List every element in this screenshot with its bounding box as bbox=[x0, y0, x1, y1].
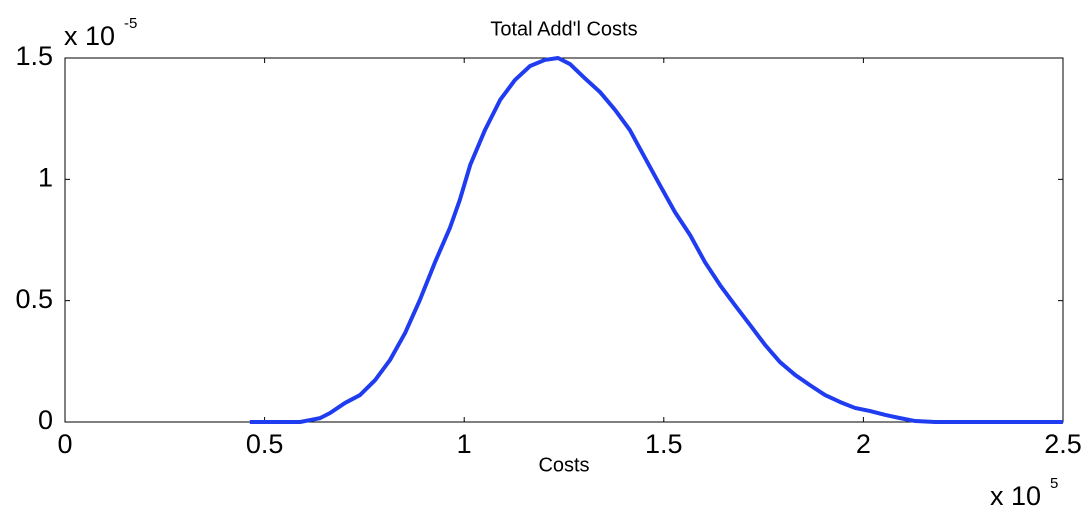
x-tick-label: 0 bbox=[57, 429, 72, 459]
y-tick-label: 1 bbox=[38, 162, 53, 192]
y-multiplier-exponent: -5 bbox=[124, 15, 137, 32]
x-axis-label: Costs bbox=[538, 454, 589, 476]
y-tick-label: 1.5 bbox=[15, 41, 53, 71]
x-multiplier-exponent: 5 bbox=[1050, 475, 1058, 492]
plot-frame bbox=[64, 57, 1064, 423]
y-multiplier: x 10 bbox=[64, 21, 115, 51]
x-multiplier: x 10 bbox=[990, 481, 1041, 511]
line-series bbox=[249, 56, 1063, 424]
x-tick-label: 0.5 bbox=[246, 429, 284, 459]
x-tick-label: 2 bbox=[856, 429, 871, 459]
x-tick-label: 2.5 bbox=[1044, 429, 1082, 459]
x-tick-label: 1.5 bbox=[645, 429, 683, 459]
y-tick-label: 0.5 bbox=[15, 284, 53, 314]
chart-title: Total Add'l Costs bbox=[490, 18, 637, 40]
x-tick-label: 1 bbox=[457, 429, 472, 459]
y-tick-label: 0 bbox=[38, 405, 53, 435]
